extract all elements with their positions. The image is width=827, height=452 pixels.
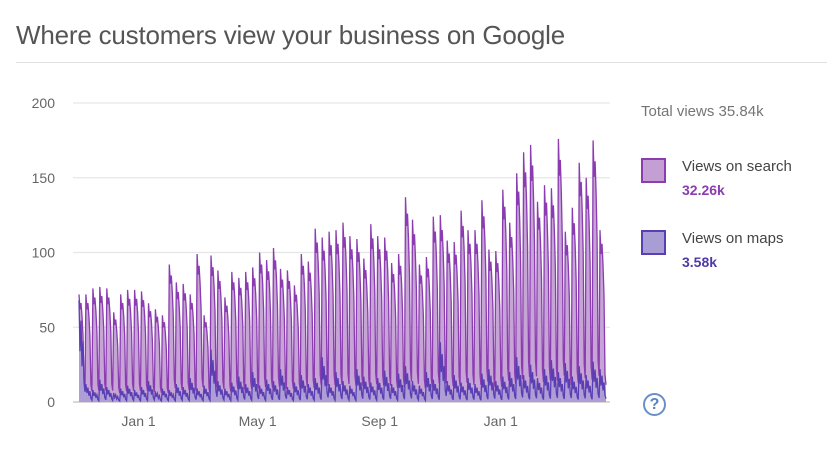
y-tick-label: 200 [32,95,56,111]
legend-value-maps: 3.58k [682,254,718,270]
series-line-maps [78,300,607,403]
x-tick-label: Sep 1 [361,413,398,429]
y-tick-label: 100 [32,245,56,261]
series-line-search [78,138,607,394]
y-tick-label: 0 [47,394,55,410]
legend-label-search: Views on search [682,158,792,175]
legend-value-search: 32.26k [682,182,725,198]
y-tick-label: 150 [32,170,56,186]
card-title: Where customers view your business on Go… [16,20,566,50]
legend-swatch-search [641,158,666,183]
y-tick-label: 50 [39,319,55,335]
title-divider [16,62,827,63]
help-icon[interactable]: ? [643,393,666,416]
legend-label-maps: Views on maps [682,230,784,247]
x-tick-label: May 1 [239,413,277,429]
x-tick-label: Jan 1 [121,413,155,429]
x-tick-label: Jan 1 [484,413,518,429]
legend-swatch-maps [641,230,666,255]
total-views: Total views 35.84k [641,103,764,120]
area-chart: 0 50 100 150 200 Jan 1 May 1 Sep 1 Jan 1 [32,95,610,429]
